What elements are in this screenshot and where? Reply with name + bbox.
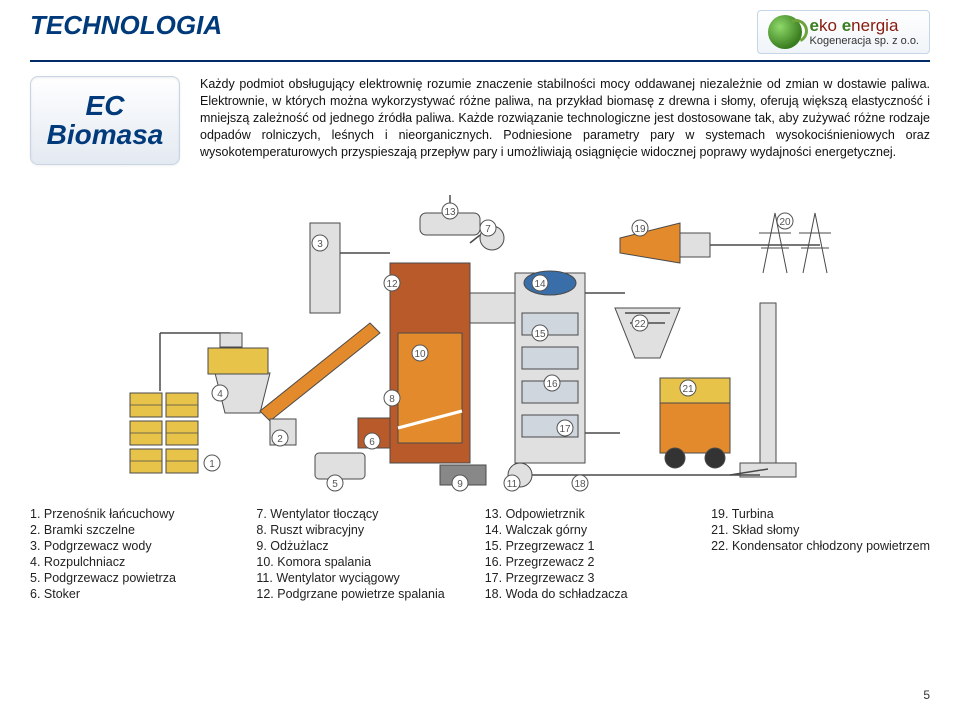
legend-item: 19. Turbina	[711, 507, 930, 521]
svg-text:1: 1	[209, 459, 215, 470]
legend-item: 11. Wentylator wyciągowy	[256, 571, 444, 585]
legend-item: 8. Ruszt wibracyjny	[256, 523, 444, 537]
badge-line-1: EC	[41, 91, 169, 120]
page-title: TECHNOLOGIA	[30, 10, 222, 41]
svg-text:10: 10	[414, 349, 426, 360]
svg-text:12: 12	[386, 279, 398, 290]
legend-item: 3. Podgrzewacz wody	[30, 539, 216, 553]
header-divider	[30, 60, 930, 62]
svg-text:15: 15	[534, 329, 546, 340]
page-number: 5	[923, 688, 930, 702]
svg-text:4: 4	[217, 389, 223, 400]
svg-text:2: 2	[277, 434, 283, 445]
legend-item: 13. Odpowietrznik	[485, 507, 671, 521]
legend-item: 10. Komora spalania	[256, 555, 444, 569]
process-diagram: 12345678910111213141516171819202122	[120, 183, 840, 493]
svg-text:11: 11	[507, 479, 518, 490]
svg-text:14: 14	[534, 279, 546, 290]
legend-item: 4. Rozpulchniacz	[30, 555, 216, 569]
svg-text:3: 3	[317, 239, 323, 250]
globe-icon	[768, 15, 802, 49]
legend-item: 2. Bramki szczelne	[30, 523, 216, 537]
diagram-legend: 1. Przenośnik łańcuchowy 2. Bramki szczel…	[0, 493, 960, 603]
svg-text:21: 21	[682, 384, 694, 395]
legend-item: 18. Woda do schładzacza	[485, 587, 671, 601]
legend-item: 1. Przenośnik łańcuchowy	[30, 507, 216, 521]
legend-item: 6. Stoker	[30, 587, 216, 601]
legend-item: 21. Skład słomy	[711, 523, 930, 537]
legend-item: 9. Odżużlacz	[256, 539, 444, 553]
svg-text:7: 7	[485, 224, 491, 235]
legend-item: 14. Walczak górny	[485, 523, 671, 537]
logo-text: eko energia Kogeneracja sp. z o.o.	[810, 17, 919, 48]
topic-badge: EC Biomasa	[30, 76, 180, 165]
svg-text:6: 6	[369, 437, 375, 448]
badge-line-2: Biomasa	[41, 120, 169, 149]
svg-text:18: 18	[574, 479, 586, 490]
legend-item: 12. Podgrzane powietrze spalania	[256, 587, 444, 601]
legend-item: 15. Przegrzewacz 1	[485, 539, 671, 553]
legend-item: 7. Wentylator tłoczący	[256, 507, 444, 521]
svg-text:9: 9	[457, 479, 463, 490]
svg-text:5: 5	[332, 479, 338, 490]
svg-text:8: 8	[389, 394, 395, 405]
svg-text:19: 19	[634, 224, 646, 235]
legend-item: 17. Przegrzewacz 3	[485, 571, 671, 585]
svg-text:16: 16	[546, 379, 558, 390]
legend-item: 16. Przegrzewacz 2	[485, 555, 671, 569]
svg-text:17: 17	[559, 424, 571, 435]
intro-paragraph: Każdy podmiot obsługujący elektrownię ro…	[200, 76, 930, 160]
legend-item: 22. Kondensator chłodzony powietrzem	[711, 539, 930, 553]
legend-item: 5. Podgrzewacz powietrza	[30, 571, 216, 585]
svg-text:13: 13	[444, 207, 456, 218]
company-logo: eko energia Kogeneracja sp. z o.o.	[757, 10, 930, 54]
svg-text:20: 20	[779, 217, 791, 228]
svg-text:22: 22	[634, 319, 646, 330]
